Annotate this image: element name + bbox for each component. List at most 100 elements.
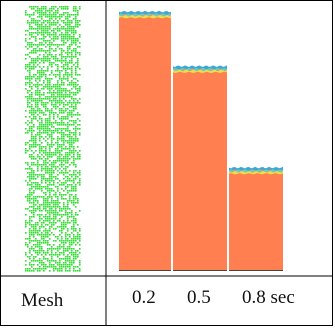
mesh-speck: [43, 56, 45, 58]
mesh-speck: [57, 200, 59, 202]
mesh-speck: [45, 218, 47, 220]
mesh-speck: [79, 234, 81, 236]
mesh-speck: [27, 208, 29, 210]
mesh-speck: [39, 214, 41, 216]
mesh-speck: [51, 38, 53, 40]
mesh-speck: [73, 102, 75, 104]
mesh-speck: [65, 240, 67, 242]
mesh-speck: [35, 260, 37, 262]
mesh-speck: [65, 222, 67, 224]
mesh-speck: [59, 118, 61, 120]
mesh-speck: [31, 248, 33, 250]
mesh-speck: [45, 84, 47, 86]
mesh-speck: [39, 42, 41, 44]
mesh-speck: [33, 152, 35, 154]
mesh-speck: [71, 102, 73, 104]
mesh-speck: [27, 120, 29, 122]
mesh-speck: [63, 94, 65, 96]
mesh-speck: [61, 78, 63, 80]
mesh-speck: [41, 132, 43, 134]
mesh-speck: [55, 6, 57, 8]
mesh-speck: [51, 78, 53, 80]
mesh-speck: [37, 76, 39, 78]
mesh-speck: [71, 180, 73, 182]
mesh-speck: [65, 104, 67, 106]
mesh-speck: [41, 124, 43, 126]
mesh-speck: [57, 128, 59, 130]
mesh-speck: [49, 238, 51, 240]
mesh-speck: [45, 206, 47, 208]
mesh-speck: [71, 140, 73, 142]
mesh-speck: [43, 102, 45, 104]
mesh-speck: [57, 246, 59, 248]
mesh-speck: [49, 182, 51, 184]
mesh-speck: [39, 24, 41, 26]
mesh-speck: [59, 74, 61, 76]
mesh-speck: [33, 8, 35, 10]
mesh-speck: [67, 192, 69, 194]
mesh-speck: [63, 226, 65, 228]
mesh-speck: [31, 62, 33, 64]
mesh-speck: [55, 214, 57, 216]
mesh-speck: [47, 230, 49, 232]
mesh-speck: [29, 78, 31, 80]
mesh-speck: [39, 210, 41, 212]
mesh-speck: [71, 132, 73, 134]
mesh-speck: [25, 142, 27, 144]
mesh-speck: [41, 260, 43, 262]
mesh-speck: [47, 10, 49, 12]
mesh-speck: [57, 16, 59, 18]
mesh-speck: [33, 126, 35, 128]
mesh-speck: [39, 150, 41, 152]
mesh-speck: [65, 154, 67, 156]
mesh-speck: [39, 90, 41, 92]
mesh-speck: [33, 228, 35, 230]
mesh-speck: [33, 200, 35, 202]
mesh-speck: [33, 142, 35, 144]
mesh-speck: [41, 102, 43, 104]
mesh-speck: [53, 34, 55, 36]
mesh-speck: [37, 108, 39, 110]
mesh-speck: [41, 6, 43, 8]
mesh-speck: [65, 100, 67, 102]
mesh-speck: [45, 230, 47, 232]
mesh-speck: [47, 82, 49, 84]
mesh-speck: [29, 94, 31, 96]
mesh-speck: [51, 218, 53, 220]
mesh-speck: [43, 270, 45, 272]
mesh-speck: [35, 40, 37, 42]
mesh-speck: [41, 232, 43, 234]
mesh-speck: [41, 38, 43, 40]
mesh-speck: [55, 192, 57, 194]
mesh-speck: [73, 258, 75, 260]
mesh-speck: [63, 244, 65, 246]
mesh-speck: [79, 156, 81, 158]
mesh-speck: [29, 86, 31, 88]
mesh-speck: [49, 178, 51, 180]
mesh-speck: [73, 200, 75, 202]
mesh-speck: [63, 110, 65, 112]
mesh-speck: [45, 224, 47, 226]
mesh-speck: [67, 152, 69, 154]
mesh-speck: [35, 104, 37, 106]
mesh-speck: [53, 164, 55, 166]
mesh-speck: [57, 44, 59, 46]
mesh-speck: [29, 190, 31, 192]
mesh-speck: [77, 24, 79, 26]
mesh-speck: [55, 252, 57, 254]
mesh-speck: [79, 230, 81, 232]
mesh-speck: [71, 194, 73, 196]
mesh-speck: [63, 168, 65, 170]
mesh-speck: [53, 44, 55, 46]
mesh-speck: [53, 160, 55, 162]
mesh-speck: [65, 194, 67, 196]
mesh-speck: [63, 96, 65, 98]
mesh-speck: [77, 10, 79, 12]
mesh-speck: [47, 86, 49, 88]
mesh-speck: [69, 74, 71, 76]
mesh-speck: [27, 30, 29, 32]
mesh-speck: [29, 206, 31, 208]
mesh-speck: [53, 28, 55, 30]
mesh-speck: [27, 184, 29, 186]
